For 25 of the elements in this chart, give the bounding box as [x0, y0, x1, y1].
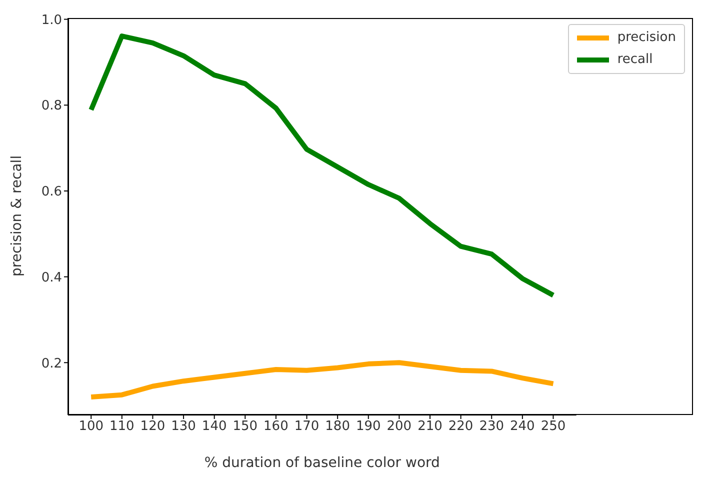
x-tick-label: 250	[540, 419, 566, 434]
x-tick-label: 150	[232, 419, 258, 434]
x-tick-label: 130	[171, 419, 196, 434]
x-tick-label: 210	[418, 419, 442, 434]
x-tick-label: 190	[356, 419, 381, 434]
x-tick-label: 170	[294, 419, 320, 434]
x-tick-label: 240	[510, 419, 535, 434]
y-tick-label: 0.6	[41, 184, 62, 200]
x-tick-label: 180	[325, 419, 350, 434]
x-tick-label: 100	[78, 419, 104, 434]
x-tick-label: 140	[202, 419, 227, 434]
y-axis-title: precision & recall	[8, 155, 25, 276]
y-tick-label: 1.0	[41, 12, 62, 28]
x-tick-label: 230	[479, 419, 504, 434]
x-axis-title: % duration of baseline color word	[204, 455, 440, 471]
legend-label: recall	[617, 51, 653, 69]
legend-label: precision	[617, 29, 676, 47]
x-tick-label: 120	[140, 419, 166, 434]
y-tick-label: 0.4	[41, 270, 62, 286]
x-tick-label: 110	[110, 419, 134, 434]
x-tick-label: 200	[386, 419, 412, 434]
y-tick-label: 0.8	[41, 98, 62, 114]
y-tick-label: 0.2	[41, 356, 62, 372]
x-tick-label: 220	[448, 419, 474, 434]
x-tick-label: 160	[264, 419, 288, 434]
